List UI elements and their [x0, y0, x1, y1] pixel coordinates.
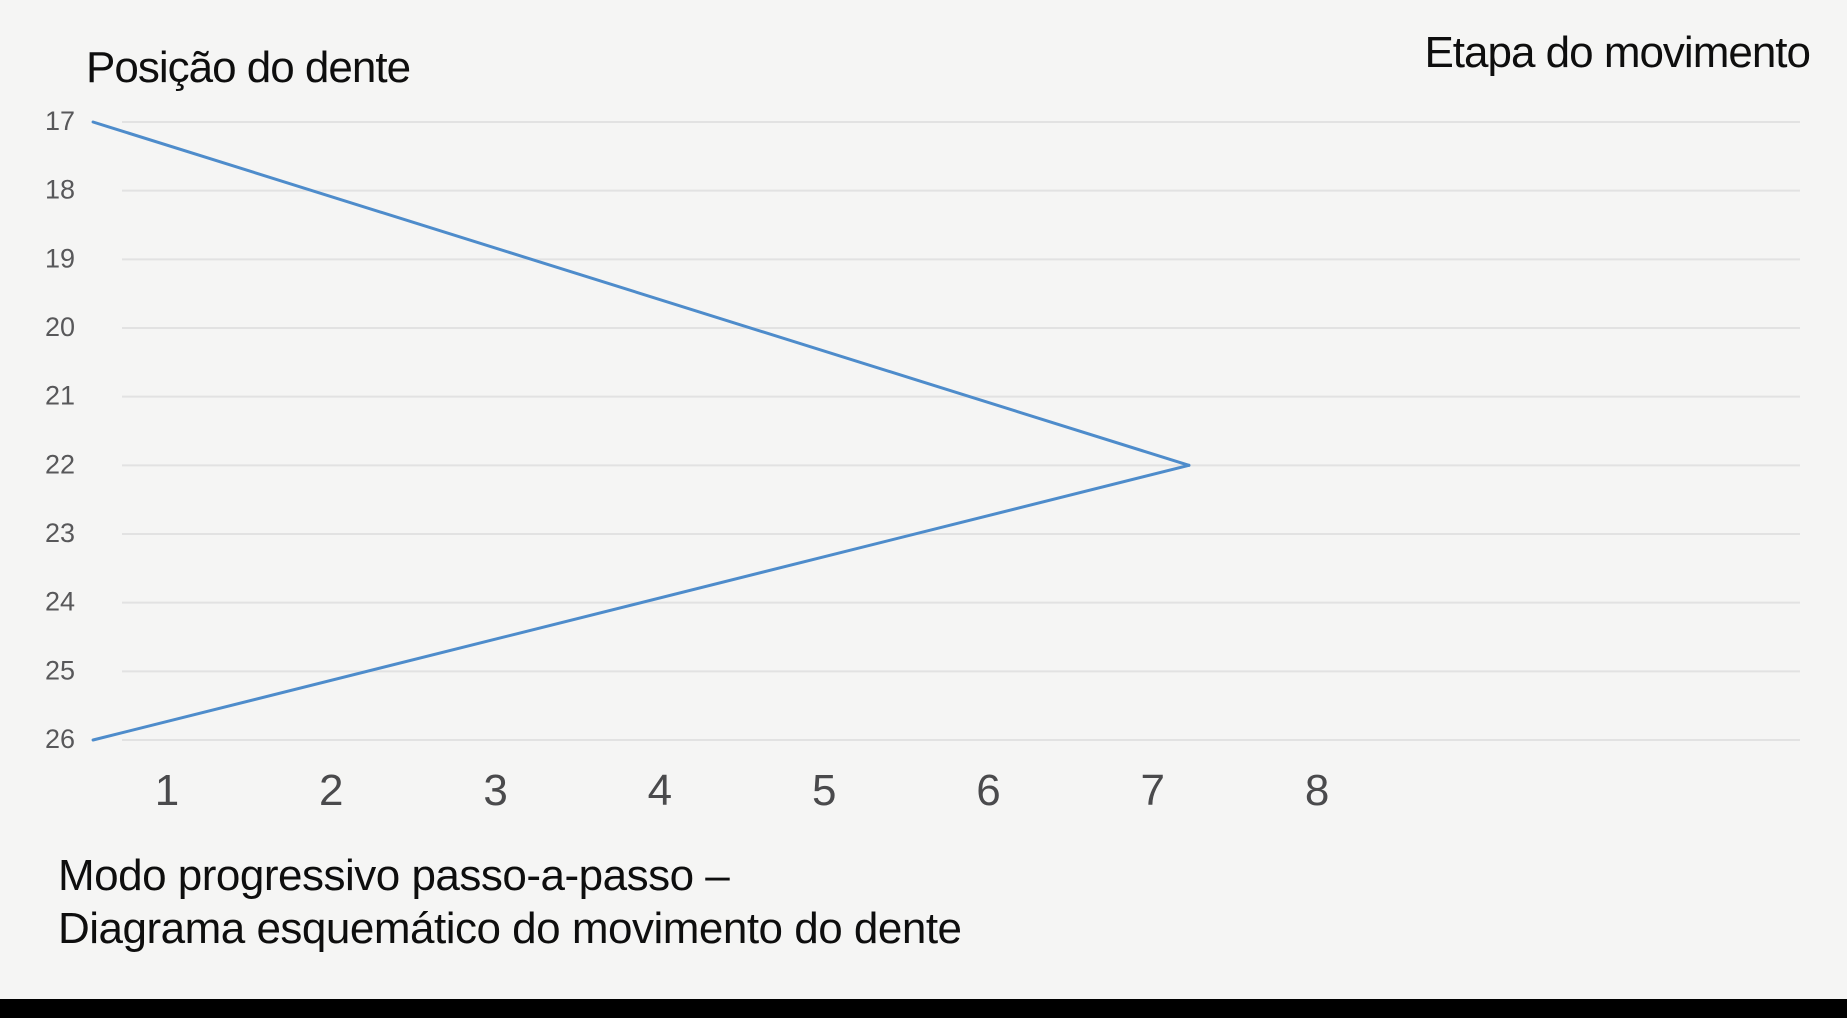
y-tick-label-21: 21 — [45, 381, 75, 411]
y-tick-label-20: 20 — [45, 312, 75, 342]
y-tick-label-23: 23 — [45, 518, 75, 548]
x-tick-label-1: 1 — [155, 766, 179, 815]
letterbox-bar — [0, 999, 1847, 1018]
x-tick-label-8: 8 — [1305, 766, 1329, 815]
x-tick-label-6: 6 — [976, 766, 1000, 815]
x-tick-label-2: 2 — [319, 766, 343, 815]
trajetoria-dente-superior — [91, 120, 1191, 467]
x-tick-label-5: 5 — [812, 766, 836, 815]
x-tick-label-4: 4 — [648, 766, 672, 815]
y-tick-label-19: 19 — [45, 243, 75, 273]
y-tick-label-25: 25 — [45, 655, 75, 685]
y-tick-label-26: 26 — [45, 724, 75, 754]
caption-line-1: Modo progressivo passo-a-passo – — [58, 851, 730, 900]
x-tick-label-3: 3 — [483, 766, 507, 815]
y-tick-label-18: 18 — [45, 175, 75, 205]
caption-line-2: Diagrama esquemático do movimento do den… — [58, 904, 962, 953]
x-tick-label-7: 7 — [1141, 766, 1165, 815]
y-axis-title: Posição do dente — [86, 43, 411, 92]
y-tick-label-17: 17 — [45, 106, 75, 136]
y-tick-label-24: 24 — [45, 587, 75, 617]
x-axis-title: Etapa do movimento — [1424, 28, 1811, 77]
y-tick-label-22: 22 — [45, 449, 75, 479]
trajetoria-dente-inferior — [91, 463, 1191, 742]
chart-caption: Modo progressivo passo-a-passo – Diagram… — [58, 849, 962, 955]
